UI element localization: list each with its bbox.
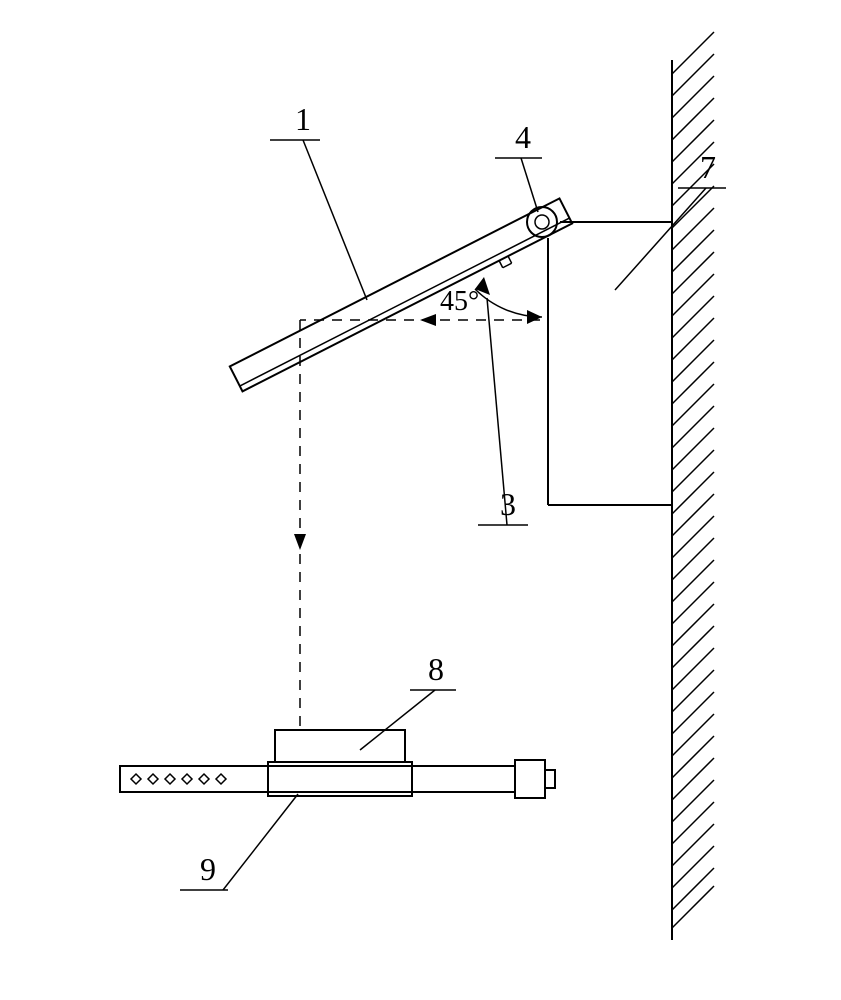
callout-3: 3 xyxy=(478,298,528,525)
callout-4: 4 xyxy=(495,119,542,212)
callout-9: 9 xyxy=(180,794,298,890)
receiver-box xyxy=(275,730,405,762)
diagram-svg: 45° 1 4 xyxy=(0,0,841,1000)
callout-7: 7 xyxy=(615,149,726,290)
angle-label: 45° xyxy=(440,286,479,317)
l-bracket xyxy=(548,238,672,505)
track-assembly xyxy=(120,760,555,798)
inclined-bar xyxy=(230,198,572,391)
callout-8: 8 xyxy=(360,651,456,750)
svg-text:9: 9 xyxy=(200,851,216,887)
svg-text:7: 7 xyxy=(700,149,716,185)
angle-arc xyxy=(475,277,542,324)
ray-horizontal xyxy=(300,314,540,326)
callout-1: 1 xyxy=(270,101,367,300)
ray-vertical xyxy=(294,320,306,730)
svg-text:1: 1 xyxy=(295,101,311,137)
svg-text:4: 4 xyxy=(515,119,531,155)
svg-text:3: 3 xyxy=(500,486,516,522)
svg-text:8: 8 xyxy=(428,651,444,687)
